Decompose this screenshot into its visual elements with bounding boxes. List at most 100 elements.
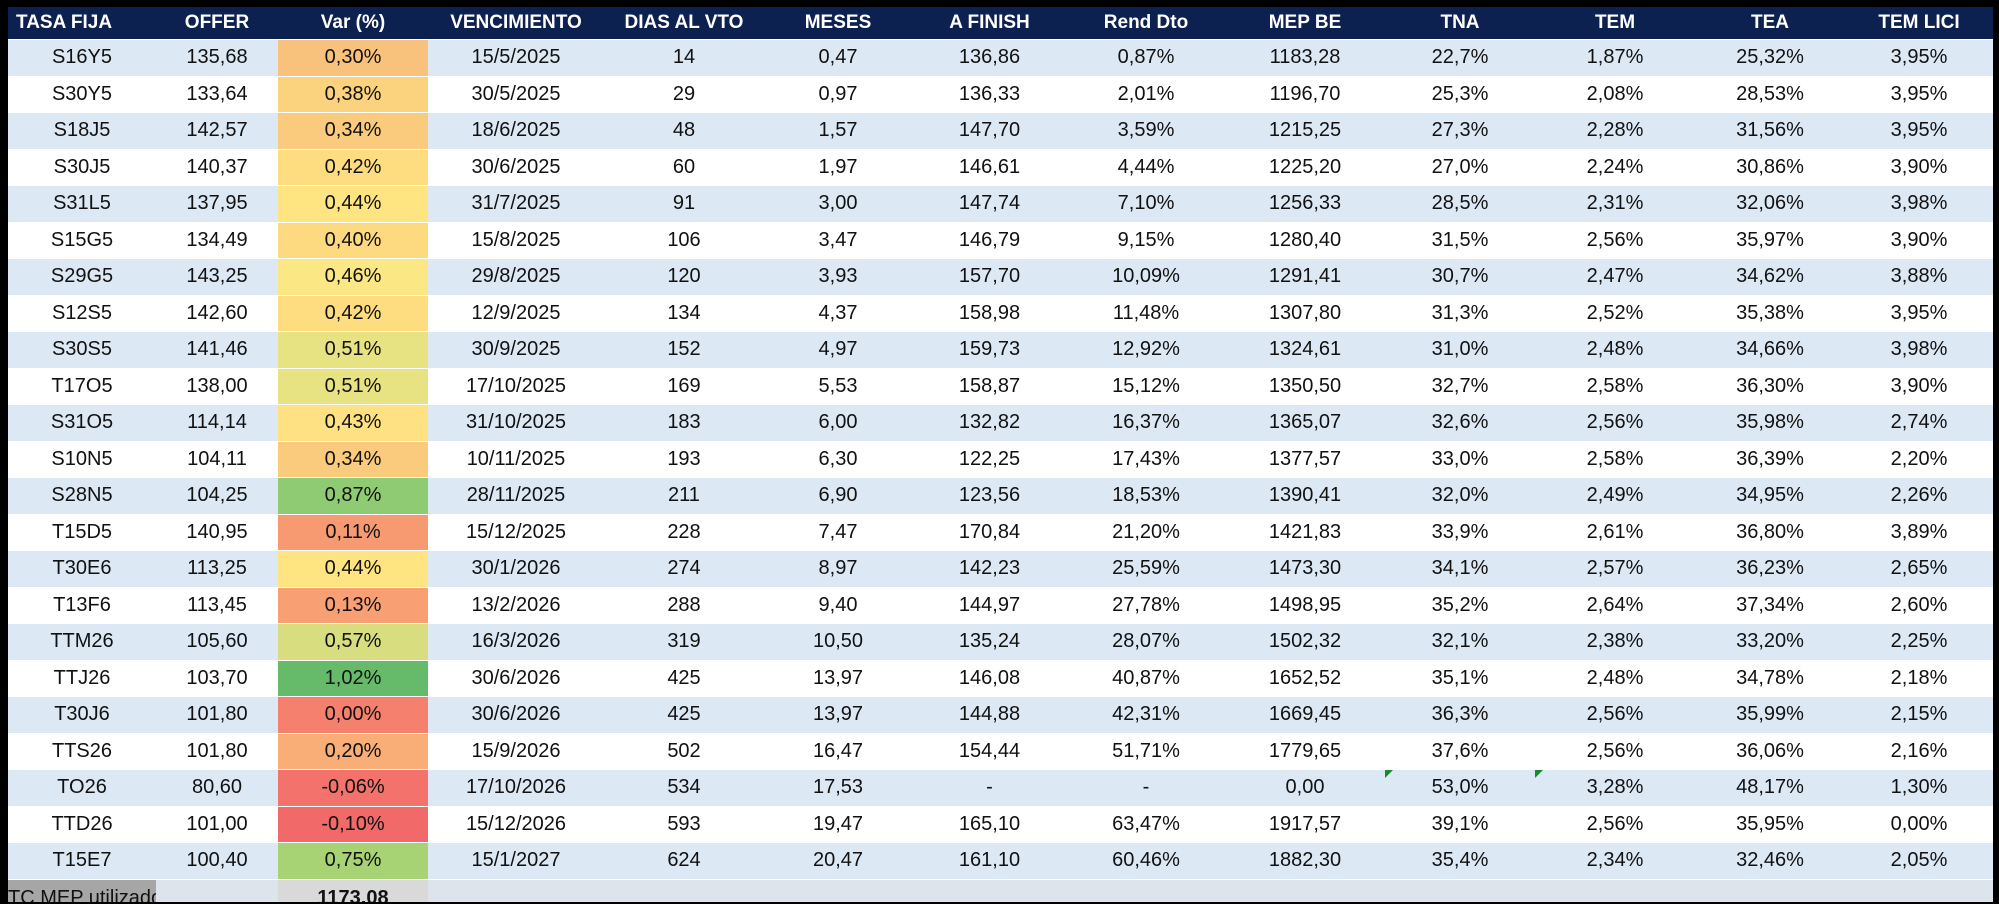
cell-tea[interactable]: 36,80%	[1695, 513, 1845, 551]
cell-var[interactable]: 0,44%	[278, 185, 428, 222]
cell-temlici[interactable]: 3,98%	[1845, 331, 1993, 368]
cell-mep[interactable]: 1377,57	[1225, 440, 1385, 478]
cell-ticker[interactable]: S30J5	[8, 148, 156, 186]
cell-tem[interactable]: 2,57%	[1535, 550, 1695, 587]
cell-mep[interactable]: 1215,25	[1225, 112, 1385, 149]
cell-tna[interactable]: 35,1%	[1385, 659, 1535, 697]
cell-dias[interactable]: 425	[604, 696, 764, 733]
cell-var[interactable]: 0,51%	[278, 367, 428, 405]
header-rend[interactable]: Rend Dto	[1067, 7, 1225, 40]
cell-var[interactable]: 0,20%	[278, 732, 428, 770]
cell-var[interactable]: 0,51%	[278, 331, 428, 368]
cell-tem[interactable]: 2,56%	[1535, 221, 1695, 259]
cell-finish[interactable]: 132,82	[912, 404, 1067, 441]
cell-var[interactable]: 0,34%	[278, 112, 428, 149]
cell-finish[interactable]: 161,10	[912, 842, 1067, 879]
cell-offer[interactable]: 113,25	[156, 550, 278, 587]
cell-rend[interactable]: -	[1067, 769, 1225, 806]
cell-vencimiento[interactable]: 18/6/2025	[428, 112, 604, 149]
cell-finish[interactable]: 147,74	[912, 185, 1067, 222]
cell-tem[interactable]: 2,08%	[1535, 75, 1695, 113]
cell-finish[interactable]: 158,87	[912, 367, 1067, 405]
cell-tea[interactable]: 32,06%	[1695, 185, 1845, 222]
cell-vencimiento[interactable]: 30/6/2026	[428, 696, 604, 733]
cell-tea[interactable]: 30,86%	[1695, 148, 1845, 186]
cell-mep[interactable]: 1307,80	[1225, 294, 1385, 332]
cell-ticker[interactable]: S31O5	[8, 404, 156, 441]
cell-tea[interactable]: 31,56%	[1695, 112, 1845, 149]
cell-finish[interactable]: 165,10	[912, 805, 1067, 843]
cell-temlici[interactable]: 2,25%	[1845, 623, 1993, 660]
cell-offer[interactable]: 101,00	[156, 805, 278, 843]
cell-tem[interactable]: 2,52%	[1535, 294, 1695, 332]
cell-vencimiento[interactable]: 15/5/2025	[428, 39, 604, 76]
cell-temlici[interactable]: 2,16%	[1845, 732, 1993, 770]
cell-rend[interactable]: 9,15%	[1067, 221, 1225, 259]
cell-var[interactable]: 1,02%	[278, 659, 428, 697]
cell-meses[interactable]: 9,40	[764, 586, 912, 624]
cell-offer[interactable]: 142,57	[156, 112, 278, 149]
cell-var[interactable]: 0,87%	[278, 477, 428, 514]
cell-ticker[interactable]: T15E7	[8, 842, 156, 879]
cell-tem[interactable]: 2,61%	[1535, 513, 1695, 551]
cell-tea[interactable]: 35,98%	[1695, 404, 1845, 441]
cell-ticker[interactable]: S10N5	[8, 440, 156, 478]
header-vencimiento[interactable]: VENCIMIENTO	[428, 7, 604, 40]
cell-dias[interactable]: 14	[604, 39, 764, 76]
cell-ticker[interactable]: S16Y5	[8, 39, 156, 76]
cell-offer[interactable]: 133,64	[156, 75, 278, 113]
cell-offer[interactable]: 100,40	[156, 842, 278, 879]
cell-rend[interactable]: 0,87%	[1067, 39, 1225, 76]
cell-var[interactable]: 0,13%	[278, 586, 428, 624]
cell-temlici[interactable]: 3,88%	[1845, 258, 1993, 295]
cell-meses[interactable]: 1,57	[764, 112, 912, 149]
cell-finish[interactable]: 147,70	[912, 112, 1067, 149]
cell-mep[interactable]: 1502,32	[1225, 623, 1385, 660]
cell-temlici[interactable]: 3,90%	[1845, 221, 1993, 259]
cell-rend[interactable]: 3,59%	[1067, 112, 1225, 149]
cell-var[interactable]: 0,43%	[278, 404, 428, 441]
cell-tea[interactable]: 34,95%	[1695, 477, 1845, 514]
cell-meses[interactable]: 10,50	[764, 623, 912, 660]
cell-ticker[interactable]: S30S5	[8, 331, 156, 368]
cell-finish[interactable]: 136,33	[912, 75, 1067, 113]
cell-dias[interactable]: 91	[604, 185, 764, 222]
cell-dias[interactable]: 502	[604, 732, 764, 770]
cell-tea[interactable]: 35,38%	[1695, 294, 1845, 332]
cell-dias[interactable]: 211	[604, 477, 764, 514]
cell-tna[interactable]: 27,3%	[1385, 112, 1535, 149]
cell-offer[interactable]: 104,11	[156, 440, 278, 478]
cell-tna[interactable]: 30,7%	[1385, 258, 1535, 295]
cell-meses[interactable]: 6,00	[764, 404, 912, 441]
cell-temlici[interactable]: 3,89%	[1845, 513, 1993, 551]
cell-tea[interactable]: 34,66%	[1695, 331, 1845, 368]
cell-tea[interactable]: 36,06%	[1695, 732, 1845, 770]
cell-meses[interactable]: 3,93	[764, 258, 912, 295]
cell-temlici[interactable]: 2,65%	[1845, 550, 1993, 587]
cell-tea[interactable]: 35,99%	[1695, 696, 1845, 733]
cell-dias[interactable]: 60	[604, 148, 764, 186]
cell-vencimiento[interactable]: 12/9/2025	[428, 294, 604, 332]
cell-offer[interactable]: 142,60	[156, 294, 278, 332]
cell-finish[interactable]: 158,98	[912, 294, 1067, 332]
cell-vencimiento[interactable]: 29/8/2025	[428, 258, 604, 295]
cell-rend[interactable]: 25,59%	[1067, 550, 1225, 587]
cell-temlici[interactable]: 2,18%	[1845, 659, 1993, 697]
cell-tem[interactable]: 2,56%	[1535, 732, 1695, 770]
cell-offer[interactable]: 104,25	[156, 477, 278, 514]
header-dias[interactable]: DIAS AL VTO	[604, 7, 764, 40]
cell-dias[interactable]: 319	[604, 623, 764, 660]
cell-offer[interactable]: 80,60	[156, 769, 278, 806]
cell-temlici[interactable]: 3,98%	[1845, 185, 1993, 222]
cell-meses[interactable]: 17,53	[764, 769, 912, 806]
cell-tem[interactable]: 2,58%	[1535, 440, 1695, 478]
header-mep[interactable]: MEP BE	[1225, 7, 1385, 40]
cell-ticker[interactable]: S12S5	[8, 294, 156, 332]
cell-dias[interactable]: 228	[604, 513, 764, 551]
cell-meses[interactable]: 5,53	[764, 367, 912, 405]
cell-tem[interactable]: 2,31%	[1535, 185, 1695, 222]
cell-mep[interactable]: 1256,33	[1225, 185, 1385, 222]
cell-offer[interactable]: 135,68	[156, 39, 278, 76]
cell-meses[interactable]: 3,00	[764, 185, 912, 222]
cell-mep[interactable]: 1421,83	[1225, 513, 1385, 551]
